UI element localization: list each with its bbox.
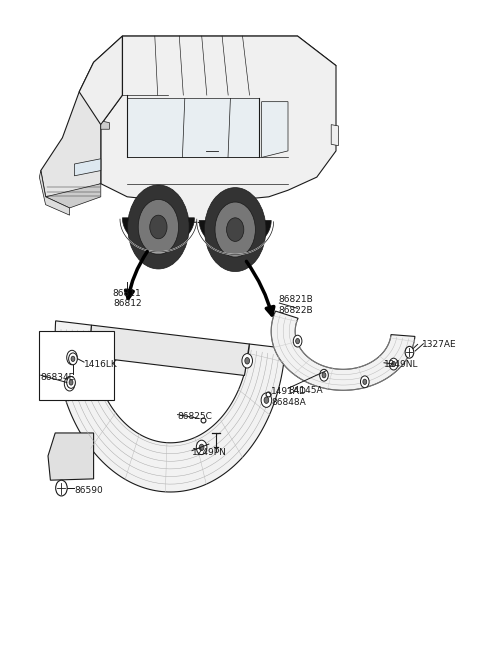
Circle shape [204,188,266,272]
Polygon shape [199,220,271,250]
Circle shape [363,379,367,384]
Text: 86811
86812: 86811 86812 [113,289,142,308]
Polygon shape [122,218,194,247]
Text: 86834E: 86834E [41,373,75,382]
Polygon shape [271,311,415,390]
Text: 1327AE: 1327AE [422,340,457,349]
Circle shape [69,353,77,365]
Polygon shape [94,36,336,95]
Text: 84145A: 84145A [288,386,323,395]
Circle shape [56,480,67,496]
Circle shape [296,338,300,344]
Polygon shape [55,321,285,492]
Polygon shape [101,36,336,223]
Circle shape [69,380,73,385]
Text: 86590: 86590 [74,486,103,495]
Circle shape [293,335,302,347]
Circle shape [199,444,204,451]
Polygon shape [101,121,109,129]
Polygon shape [331,125,338,146]
Circle shape [67,380,72,387]
Polygon shape [79,36,122,125]
Polygon shape [48,433,94,480]
Circle shape [128,185,189,269]
Polygon shape [39,171,70,215]
Circle shape [405,346,414,358]
Circle shape [264,397,269,403]
Circle shape [67,350,77,365]
Polygon shape [46,184,101,208]
Circle shape [196,440,207,455]
Circle shape [360,376,369,388]
Text: 1416LK: 1416LK [84,359,118,369]
Circle shape [71,356,75,361]
Circle shape [227,218,244,241]
Circle shape [389,358,398,370]
Circle shape [64,377,75,391]
Polygon shape [41,62,101,197]
Text: 1249NL: 1249NL [384,359,419,369]
Circle shape [322,373,326,378]
Polygon shape [74,159,101,176]
Text: 86821B
86822B: 86821B 86822B [278,295,313,315]
Polygon shape [262,102,288,157]
Circle shape [392,361,396,367]
Polygon shape [127,98,259,157]
Circle shape [215,202,255,257]
Circle shape [242,354,252,368]
Text: 86825C: 86825C [178,412,213,421]
Polygon shape [89,325,249,375]
Bar [39,331,114,400]
Text: 1491AD
86848A: 1491AD 86848A [271,387,307,407]
Circle shape [261,393,272,407]
Circle shape [67,377,75,388]
Circle shape [150,215,167,239]
Text: 1249PN: 1249PN [192,448,227,457]
Circle shape [245,358,250,364]
Circle shape [138,199,179,255]
Circle shape [70,354,74,361]
Circle shape [320,369,328,381]
